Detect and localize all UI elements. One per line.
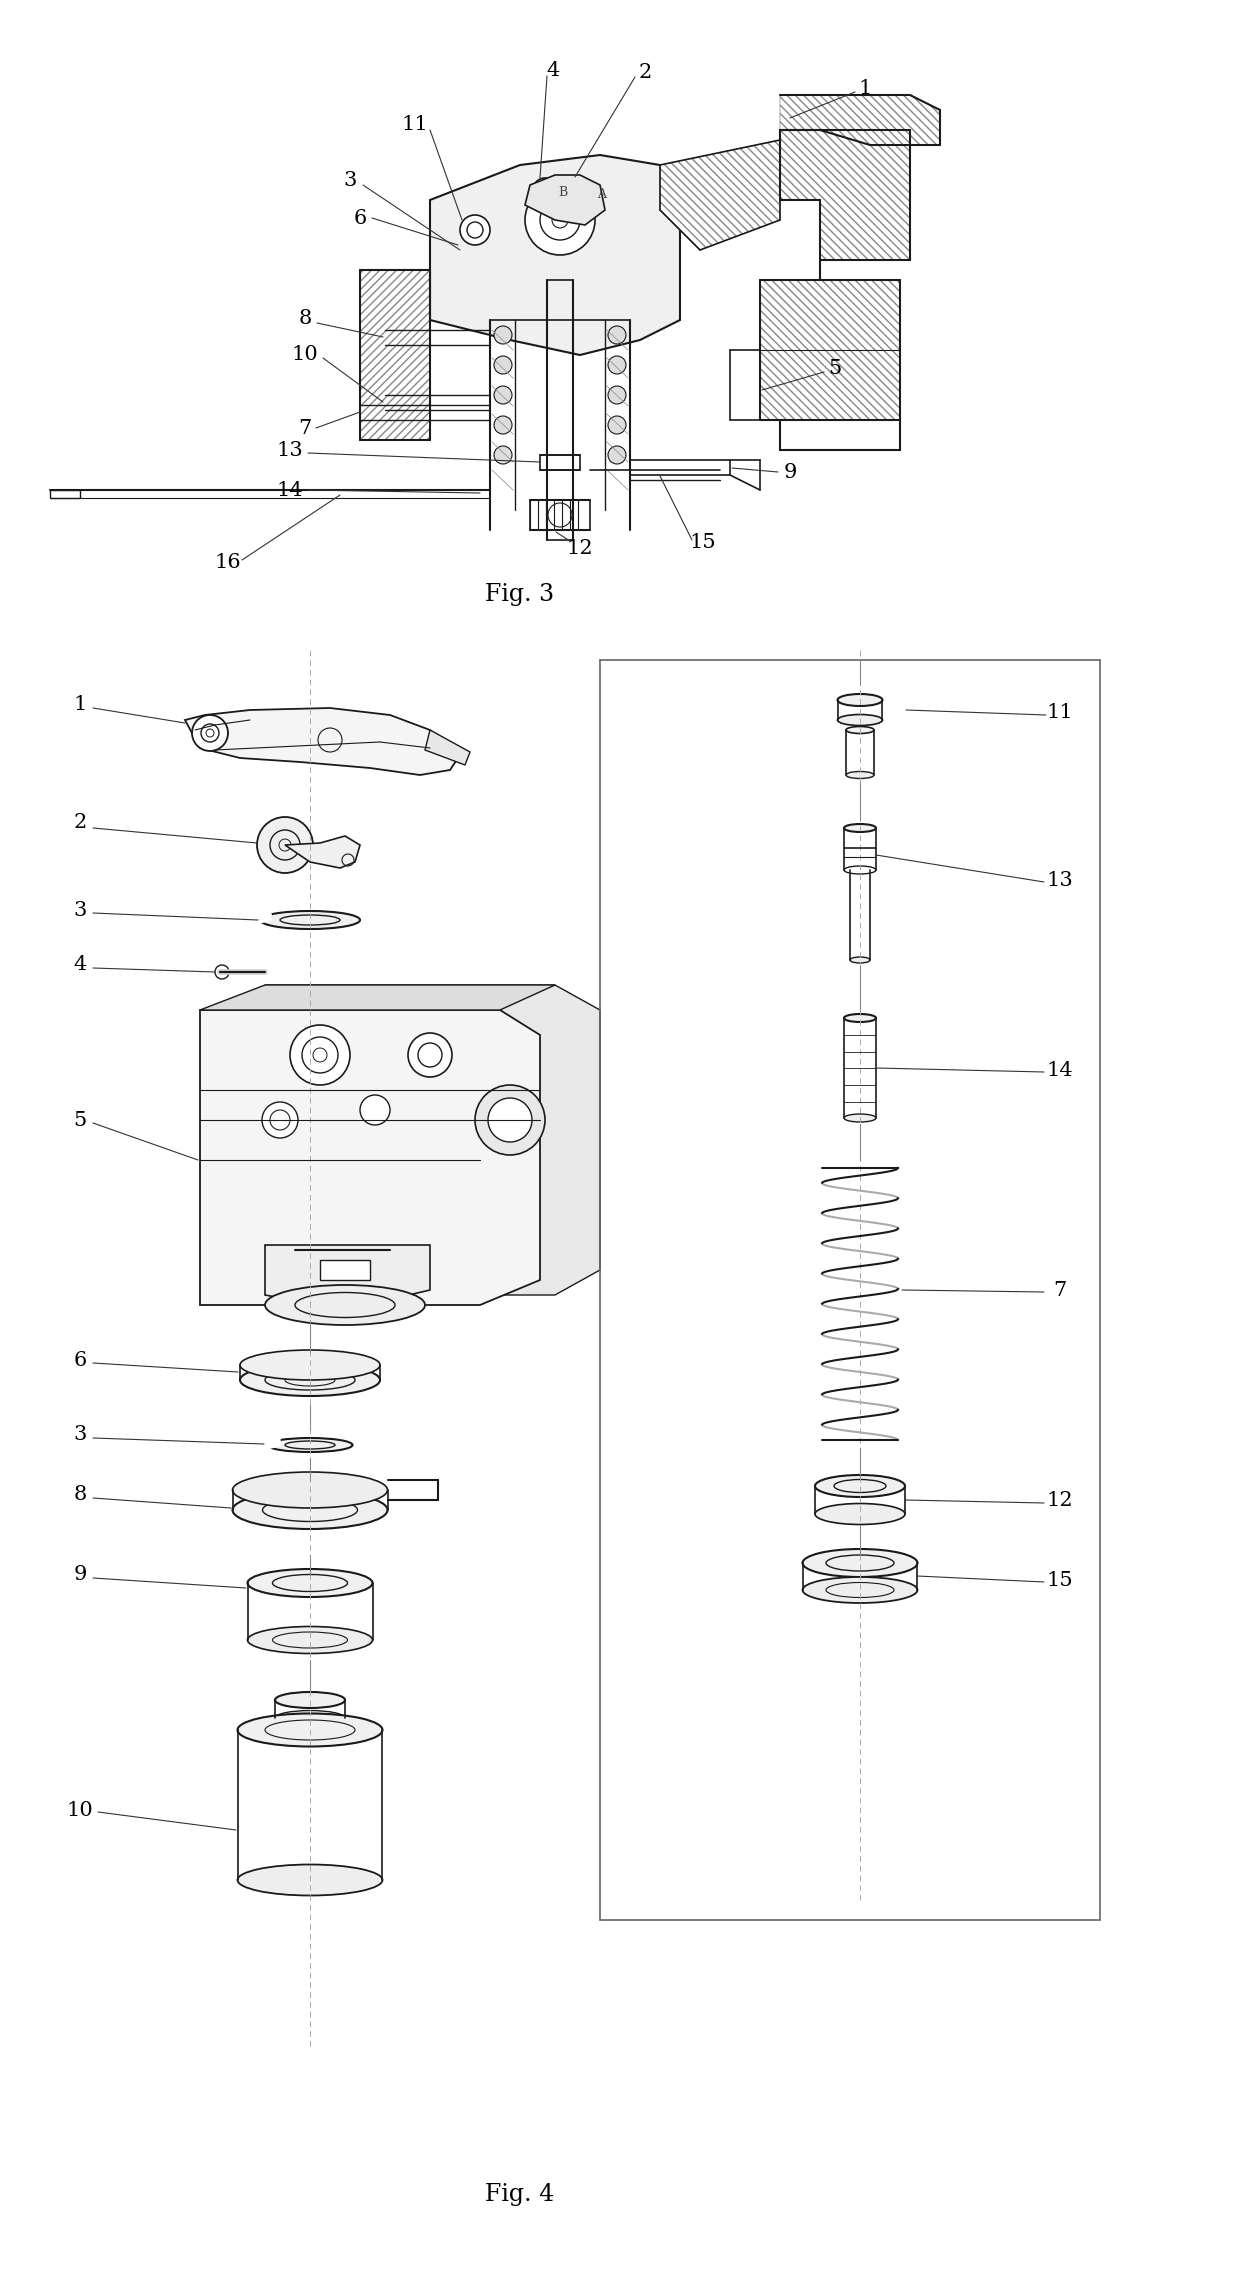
Circle shape	[489, 1097, 532, 1141]
Circle shape	[475, 1086, 546, 1155]
Circle shape	[494, 355, 512, 373]
Ellipse shape	[233, 1473, 387, 1507]
Ellipse shape	[802, 1549, 918, 1576]
Text: 4: 4	[73, 955, 87, 974]
Text: 15: 15	[689, 534, 717, 552]
Text: 14: 14	[1047, 1061, 1074, 1079]
Circle shape	[257, 818, 312, 873]
Polygon shape	[200, 985, 556, 1010]
Circle shape	[408, 1033, 453, 1077]
Polygon shape	[660, 140, 780, 250]
Ellipse shape	[844, 825, 875, 832]
Circle shape	[608, 325, 626, 344]
Circle shape	[608, 447, 626, 465]
Text: 15: 15	[1047, 1572, 1074, 1590]
Circle shape	[262, 1102, 298, 1139]
Circle shape	[360, 1095, 391, 1125]
Circle shape	[608, 385, 626, 403]
Text: 5: 5	[73, 1111, 87, 1129]
Text: 3: 3	[73, 900, 87, 919]
Ellipse shape	[815, 1503, 905, 1524]
Ellipse shape	[844, 1113, 875, 1123]
Ellipse shape	[802, 1576, 918, 1604]
Polygon shape	[50, 490, 81, 497]
Polygon shape	[425, 731, 470, 765]
Text: 14: 14	[277, 481, 304, 499]
Circle shape	[460, 215, 490, 245]
Polygon shape	[760, 280, 900, 419]
Text: 5: 5	[828, 357, 842, 378]
Ellipse shape	[241, 1349, 379, 1379]
Text: 6: 6	[353, 208, 367, 227]
Circle shape	[533, 179, 557, 202]
Text: 7: 7	[1053, 1281, 1066, 1299]
Bar	[320, 1260, 370, 1281]
Circle shape	[608, 417, 626, 433]
Ellipse shape	[248, 1569, 372, 1597]
Text: 7: 7	[299, 419, 311, 438]
Text: 11: 11	[1047, 703, 1074, 722]
Ellipse shape	[846, 726, 874, 733]
Text: 3: 3	[73, 1425, 87, 1446]
Text: 1: 1	[73, 696, 87, 715]
Polygon shape	[780, 94, 940, 144]
Ellipse shape	[265, 1285, 425, 1324]
Circle shape	[290, 1024, 350, 1086]
Text: 9: 9	[784, 463, 796, 481]
Text: 12: 12	[567, 538, 593, 557]
Text: B: B	[558, 186, 568, 199]
Text: 3: 3	[343, 170, 357, 190]
Ellipse shape	[844, 1015, 875, 1022]
Text: 10: 10	[291, 346, 319, 364]
Polygon shape	[360, 270, 430, 440]
Ellipse shape	[275, 1711, 345, 1725]
Circle shape	[192, 715, 228, 751]
Circle shape	[494, 417, 512, 433]
Text: 16: 16	[215, 554, 242, 573]
Bar	[539, 456, 580, 470]
Text: 8: 8	[73, 1485, 87, 1505]
Text: 13: 13	[1047, 871, 1074, 889]
Circle shape	[494, 447, 512, 465]
Text: 8: 8	[299, 309, 311, 328]
Ellipse shape	[849, 958, 870, 962]
Polygon shape	[200, 1010, 539, 1306]
Polygon shape	[525, 174, 605, 225]
Text: 1: 1	[858, 78, 872, 99]
Ellipse shape	[241, 1363, 379, 1395]
Ellipse shape	[837, 694, 883, 706]
Polygon shape	[185, 708, 460, 774]
Text: 9: 9	[73, 1565, 87, 1585]
Ellipse shape	[248, 1627, 372, 1654]
Ellipse shape	[238, 1714, 382, 1746]
Ellipse shape	[815, 1475, 905, 1496]
Text: 11: 11	[402, 115, 428, 135]
Circle shape	[608, 355, 626, 373]
Text: 12: 12	[1047, 1491, 1074, 1510]
Text: 2: 2	[639, 62, 652, 82]
Ellipse shape	[260, 912, 360, 928]
Polygon shape	[430, 156, 680, 355]
Text: Fig. 3: Fig. 3	[485, 584, 554, 607]
Ellipse shape	[837, 715, 883, 726]
Polygon shape	[265, 1244, 430, 1310]
Ellipse shape	[268, 1439, 352, 1452]
Text: Fig. 4: Fig. 4	[485, 2183, 554, 2206]
Text: A: A	[598, 188, 606, 202]
Text: 13: 13	[277, 440, 304, 460]
Ellipse shape	[846, 772, 874, 779]
Polygon shape	[265, 985, 600, 1294]
Ellipse shape	[275, 1693, 345, 1709]
Text: 10: 10	[67, 1801, 93, 1819]
Ellipse shape	[238, 1865, 382, 1895]
Circle shape	[525, 186, 595, 254]
Ellipse shape	[233, 1491, 387, 1528]
Text: 2: 2	[73, 813, 87, 832]
Text: 6: 6	[73, 1349, 87, 1370]
Polygon shape	[780, 131, 910, 259]
Text: 4: 4	[547, 60, 559, 80]
Circle shape	[494, 325, 512, 344]
Polygon shape	[285, 836, 360, 868]
Circle shape	[494, 385, 512, 403]
